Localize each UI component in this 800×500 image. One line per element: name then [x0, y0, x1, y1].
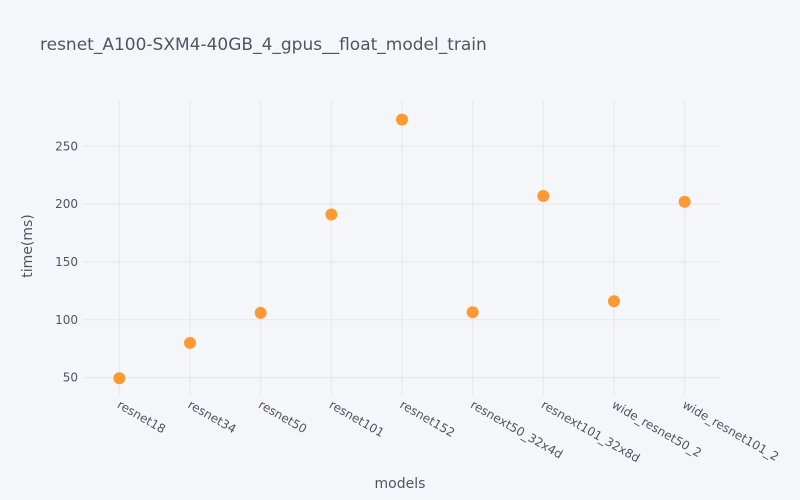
- x-gridlines: [118, 100, 686, 395]
- data-point[interactable]: [325, 208, 338, 221]
- y-tick-label: 150: [55, 255, 78, 269]
- y-gridlines: [84, 145, 720, 379]
- y-axis-label: time(ms): [20, 214, 36, 278]
- y-tick-label: 100: [55, 313, 78, 327]
- data-point[interactable]: [608, 295, 620, 308]
- data-point[interactable]: [184, 336, 196, 349]
- data-point[interactable]: [254, 306, 267, 319]
- x-axis-label: models: [375, 476, 426, 492]
- chart-title: resnet_A100-SXM4-40GB_4_gpus__float_mode…: [40, 35, 487, 55]
- y-tick-label: 200: [55, 197, 78, 211]
- data-point[interactable]: [396, 113, 408, 126]
- data-point[interactable]: [537, 190, 550, 203]
- data-point[interactable]: [113, 372, 126, 385]
- y-tick-label: 250: [55, 139, 78, 153]
- data-point[interactable]: [466, 306, 479, 319]
- y-tick-labels: 50 100 150 200 250: [55, 139, 78, 384]
- data-point[interactable]: [678, 195, 691, 208]
- data-points: [113, 113, 691, 385]
- y-tick-label: 50: [63, 371, 78, 385]
